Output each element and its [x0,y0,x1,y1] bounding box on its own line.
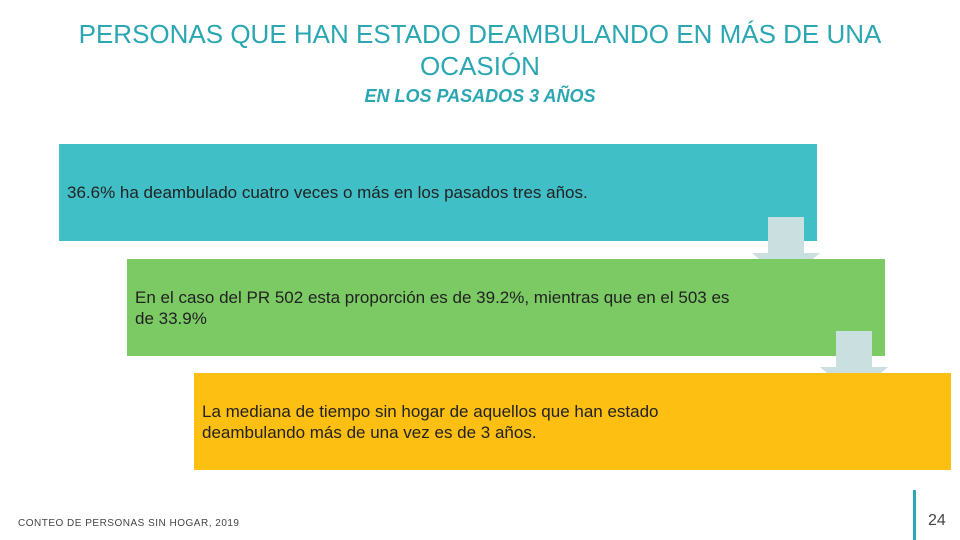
slide-subtitle: EN LOS PASADOS 3 AÑOS [364,86,596,106]
footer-text: CONTEO DE PERSONAS SIN HOGAR, 2019 [18,518,240,529]
step-box-2: En el caso del PR 502 esta proporción es… [127,259,885,356]
step-text-3: La mediana de tiempo sin hogar de aquell… [202,401,659,442]
step-box-3: La mediana de tiempo sin hogar de aquell… [194,373,951,470]
step-box-1: 36.6% ha deambulado cuatro veces o más e… [59,144,817,241]
step-text-1: 36.6% ha deambulado cuatro veces o más e… [67,183,588,202]
slide-title: PERSONAS QUE HAN ESTADO DEAMBULANDO EN M… [78,19,882,81]
footer-divider [913,490,916,540]
page-number: 24 [928,512,946,529]
step-text-2: En el caso del PR 502 esta proporción es… [135,287,730,328]
